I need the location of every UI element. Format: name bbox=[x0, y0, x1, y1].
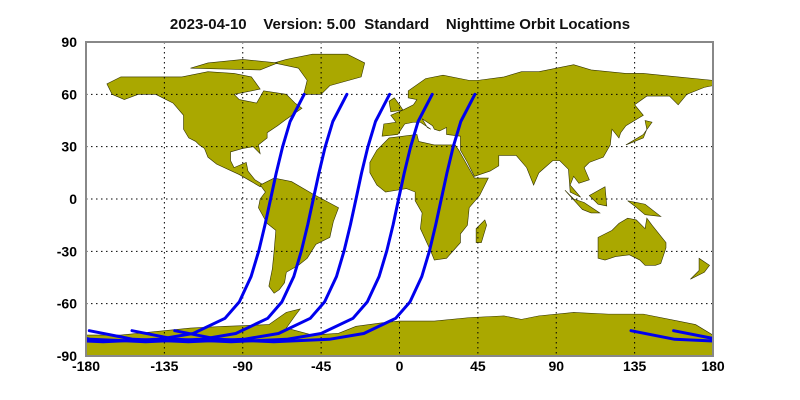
eurasia bbox=[381, 64, 713, 198]
japan bbox=[625, 120, 653, 146]
north-america bbox=[106, 71, 303, 188]
south-america bbox=[258, 177, 339, 294]
y-tick-label: -90 bbox=[57, 348, 77, 364]
orbit-track-5 bbox=[173, 92, 477, 344]
africa bbox=[369, 134, 489, 261]
new-zealand bbox=[690, 257, 710, 280]
y-tick-label: 0 bbox=[69, 191, 77, 207]
y-tick-label: 90 bbox=[61, 34, 77, 50]
indonesia bbox=[564, 186, 662, 217]
greenland bbox=[274, 53, 366, 95]
orbit-track-1 bbox=[629, 329, 713, 343]
britain bbox=[388, 97, 404, 113]
chart-title: 2023-04-10 Version: 5.00 Standard Nightt… bbox=[169, 16, 631, 33]
x-tick-label: -135 bbox=[150, 358, 178, 374]
australia bbox=[597, 217, 667, 266]
madagascar bbox=[475, 219, 487, 243]
tick-labels: -180 -135 -90 -45 0 45 90 135 180 90 60 30 0 -30 -60 -9… bbox=[57, 34, 725, 374]
orbit-track-2 bbox=[672, 329, 713, 340]
plot-frame bbox=[85, 41, 714, 357]
orbit-track-3 bbox=[716, 94, 800, 341]
x-tick-label: 135 bbox=[623, 358, 647, 374]
x-tick-label: 45 bbox=[470, 358, 486, 374]
arctic-islands bbox=[190, 59, 278, 71]
continents bbox=[86, 53, 713, 356]
orbit-tracks bbox=[86, 92, 800, 344]
x-tick-label: -90 bbox=[233, 358, 253, 374]
y-tick-label: -30 bbox=[57, 243, 77, 259]
x-tick-label: -45 bbox=[311, 358, 331, 374]
x-tick-label: 90 bbox=[548, 358, 564, 374]
x-tick-label: 180 bbox=[701, 358, 725, 374]
orbit-track-4 bbox=[759, 94, 800, 341]
y-tick-label: -60 bbox=[57, 296, 77, 312]
y-tick-label: 30 bbox=[61, 139, 77, 155]
x-tick-label: 0 bbox=[396, 358, 404, 374]
y-tick-label: 60 bbox=[61, 86, 77, 102]
x-tick-label: -180 bbox=[72, 358, 100, 374]
